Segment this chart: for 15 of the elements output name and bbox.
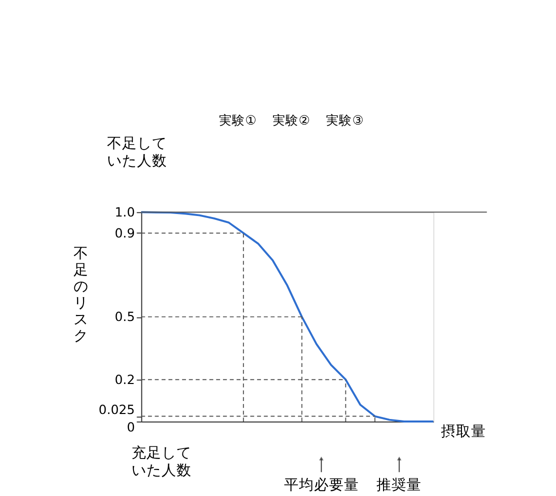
y-tick-label: 0.2: [114, 372, 135, 388]
text: 不足していた人数: [107, 134, 168, 170]
y-tick-label: 0.025: [98, 402, 135, 417]
text: 平均必要量: [284, 476, 359, 494]
y-axis-title: 不足のリスク: [73, 244, 88, 345]
text: 実験①: [219, 112, 256, 128]
text: 実験③: [326, 112, 364, 128]
text: 充足していた人数: [131, 444, 192, 480]
y-tick-label: 0.9: [114, 225, 135, 240]
x-axis-title: 摂取量: [441, 423, 486, 440]
y-tick-label: 1.0: [114, 204, 135, 220]
y-tick-label: 0.5: [114, 309, 135, 324]
text: 推奨量: [376, 476, 422, 494]
y-tick-label: 0: [126, 420, 135, 435]
text: 実験②: [272, 112, 310, 128]
